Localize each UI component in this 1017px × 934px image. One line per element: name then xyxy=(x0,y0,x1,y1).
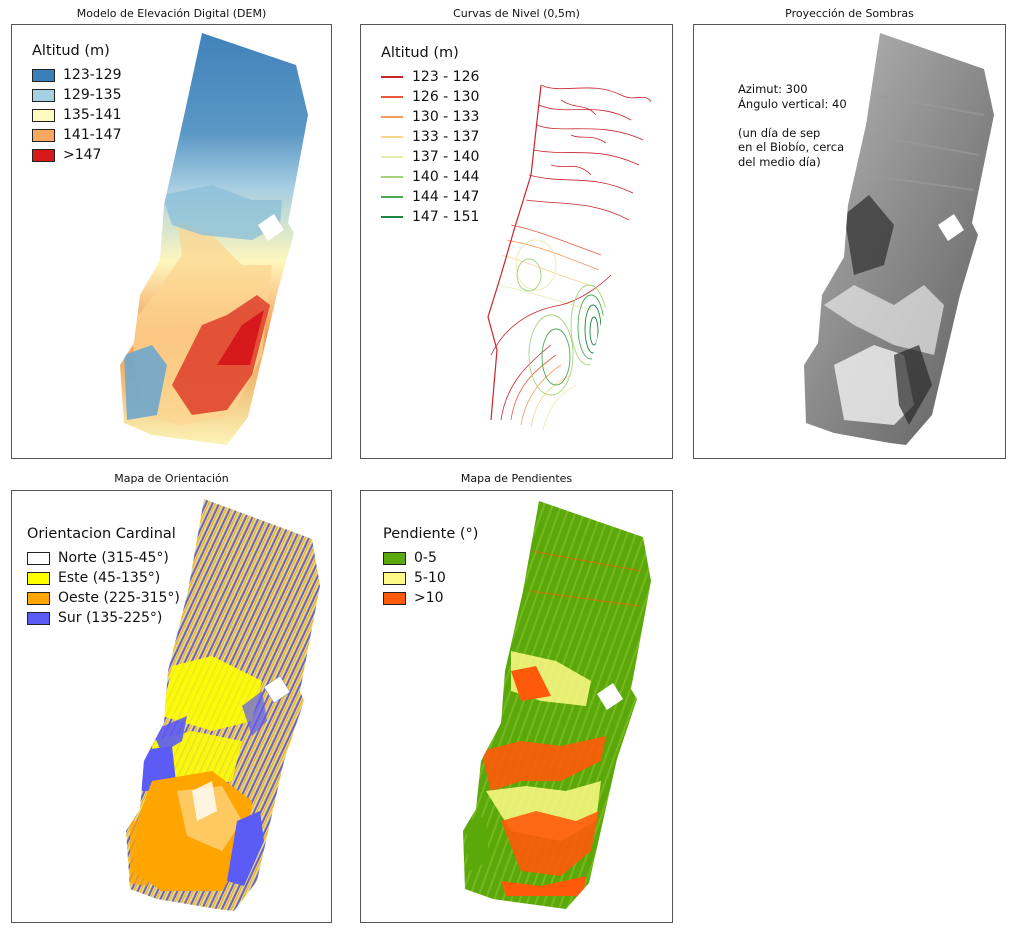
hillshade-title: Proyección de Sombras xyxy=(785,7,914,20)
contours-legend: Altitud (m) 123 - 126 126 - 130 130 - 13… xyxy=(381,45,479,227)
legend-label: 133 - 137 xyxy=(412,129,480,145)
legend-swatch xyxy=(32,128,55,142)
legend-label: 5-10 xyxy=(414,570,446,586)
legend-label: Oeste (225-315°) xyxy=(58,590,180,606)
legend-swatch xyxy=(383,591,406,605)
contours-title: Curvas de Nivel (0,5m) xyxy=(453,7,580,20)
dem-legend: Altitud (m) 123-129 129-135 135-141 141-… xyxy=(32,43,122,165)
dem-title: Modelo de Elevación Digital (DEM) xyxy=(76,7,267,20)
legend-label: 0-5 xyxy=(414,550,437,566)
legend-swatch xyxy=(32,148,55,162)
legend-item: 140 - 144 xyxy=(381,167,479,187)
legend-item: 123-129 xyxy=(32,65,122,85)
legend-label: 123 - 126 xyxy=(412,69,480,85)
legend-label: 147 - 151 xyxy=(412,209,480,225)
slope-title: Mapa de Pendientes xyxy=(460,472,573,485)
legend-item: >147 xyxy=(32,145,122,165)
hillshade-map xyxy=(804,33,994,445)
legend-swatch xyxy=(32,88,55,102)
legend-line xyxy=(381,156,403,158)
aspect-legend: Orientacion Cardinal Norte (315-45°) Est… xyxy=(27,526,180,628)
legend-item: 144 - 147 xyxy=(381,187,479,207)
slope-legend: Pendiente (°) 0-5 5-10 >10 xyxy=(383,526,478,608)
legend-item: 133 - 137 xyxy=(381,127,479,147)
legend-swatch xyxy=(383,551,406,565)
slope-legend-title: Pendiente (°) xyxy=(383,526,479,542)
contours-legend-title: Altitud (m) xyxy=(381,45,459,61)
note-line: en el Biobío, cerca xyxy=(738,140,845,154)
slope-map xyxy=(463,501,651,909)
legend-label: 144 - 147 xyxy=(412,189,480,205)
legend-line xyxy=(381,176,403,178)
legend-item: 129-135 xyxy=(32,85,122,105)
legend-label: 135-141 xyxy=(63,107,122,123)
legend-item: Este (45-135°) xyxy=(27,568,180,588)
legend-item: 5-10 xyxy=(383,568,478,588)
note-line: del medio día) xyxy=(738,154,821,169)
aspect-map xyxy=(126,499,320,911)
dem-legend-title: Altitud (m) xyxy=(32,43,110,59)
legend-line xyxy=(381,116,403,118)
legend-item: 0-5 xyxy=(383,548,478,568)
legend-line xyxy=(381,96,403,98)
legend-label: 137 - 140 xyxy=(412,149,480,165)
legend-swatch xyxy=(27,551,50,565)
legend-swatch xyxy=(27,611,50,625)
legend-item: Norte (315-45°) xyxy=(27,548,180,568)
legend-line xyxy=(381,196,403,198)
legend-item: 137 - 140 xyxy=(381,147,479,167)
contours-map-frame: Altitud (m) 123 - 126 126 - 130 130 - 13… xyxy=(360,24,673,459)
legend-line xyxy=(381,76,403,78)
slope-map-frame: Pendiente (°) 0-5 5-10 >10 xyxy=(360,490,673,923)
hillshade-map-frame: Azimut: 300 Ángulo vertical: 40 (un día … xyxy=(693,24,1006,459)
note-line xyxy=(738,111,847,126)
legend-item: 147 - 151 xyxy=(381,207,479,227)
dem-map-frame: Altitud (m) 123-129 129-135 135-141 141-… xyxy=(11,24,332,459)
legend-label: 126 - 130 xyxy=(412,89,480,105)
aspect-legend-title: Orientacion Cardinal xyxy=(27,526,176,542)
legend-label: Norte (315-45°) xyxy=(58,550,169,566)
legend-item: 126 - 130 xyxy=(381,87,479,107)
legend-item: 130 - 133 xyxy=(381,107,479,127)
legend-swatch xyxy=(32,108,55,122)
dem-map xyxy=(120,33,308,445)
legend-label: >147 xyxy=(63,147,102,163)
legend-swatch xyxy=(27,591,50,605)
legend-label: 130 - 133 xyxy=(412,109,480,125)
hillshade-notes: Azimut: 300 Ángulo vertical: 40 (un día … xyxy=(738,82,847,169)
legend-swatch xyxy=(27,571,50,585)
legend-item: 123 - 126 xyxy=(381,67,479,87)
legend-line xyxy=(381,136,403,138)
legend-label: 129-135 xyxy=(63,87,122,103)
legend-item: 141-147 xyxy=(32,125,122,145)
legend-label: 140 - 144 xyxy=(412,169,480,185)
legend-label: Sur (135-225°) xyxy=(58,610,163,626)
legend-item: Oeste (225-315°) xyxy=(27,588,180,608)
legend-swatch xyxy=(383,571,406,585)
note-line: (un día de sep xyxy=(738,125,821,140)
legend-item: >10 xyxy=(383,588,478,608)
legend-label: 141-147 xyxy=(63,127,122,143)
note-line: Ángulo vertical: 40 xyxy=(738,96,847,111)
legend-swatch xyxy=(32,68,55,82)
aspect-title: Mapa de Orientación xyxy=(114,472,229,485)
legend-item: Sur (135-225°) xyxy=(27,608,180,628)
legend-item: 135-141 xyxy=(32,105,122,125)
legend-label: >10 xyxy=(414,590,444,606)
legend-label: Este (45-135°) xyxy=(58,570,161,586)
note-line: Azimut: 300 xyxy=(738,82,808,96)
legend-label: 123-129 xyxy=(63,67,122,83)
aspect-map-frame: Orientacion Cardinal Norte (315-45°) Est… xyxy=(11,490,332,923)
legend-line xyxy=(381,216,403,218)
contours-map xyxy=(487,84,651,431)
